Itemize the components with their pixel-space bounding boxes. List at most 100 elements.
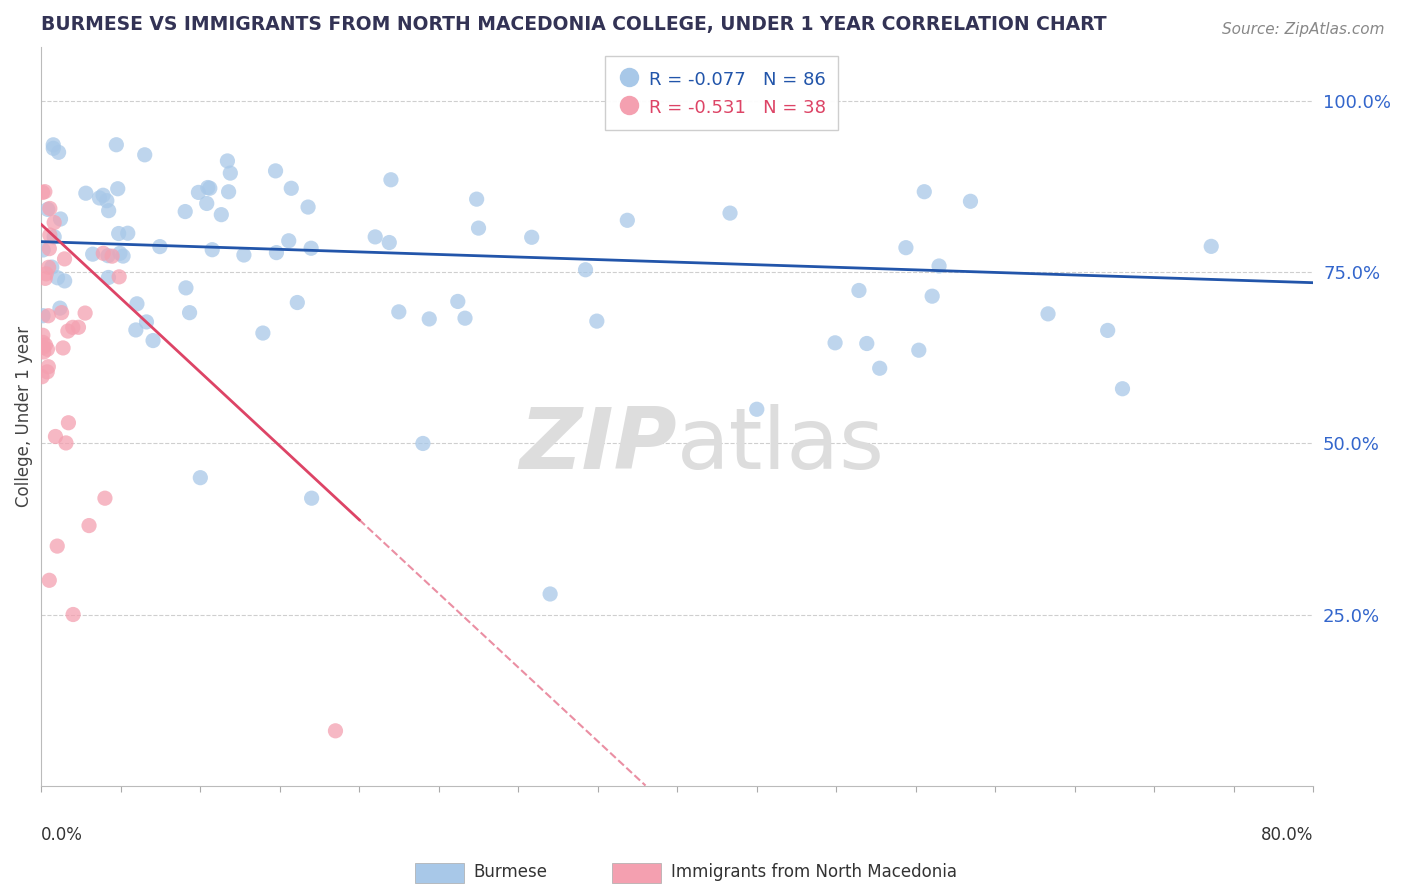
Point [412,436,434,450]
Point [46,539,69,553]
Point [232,248,254,262]
Point [454,311,477,326]
Point [299,241,322,255]
Point [38,260,60,275]
Point [37,359,59,374]
Point [34,185,56,199]
Point [97,203,120,218]
Point [538,587,561,601]
Point [38,227,60,242]
Point [418,312,440,326]
Point [52,341,75,355]
Text: 0.0%: 0.0% [41,826,83,844]
Point [285,295,308,310]
Point [107,227,129,241]
Point [108,269,131,284]
Point [125,323,148,337]
Point [31,369,53,384]
Point [75,306,97,320]
Point [467,221,489,235]
Point [187,186,209,200]
Point [959,194,981,209]
Point [1036,307,1059,321]
Legend: R = -0.077   N = 86, R = -0.531   N = 38: R = -0.077 N = 86, R = -0.531 N = 38 [606,55,838,130]
Point [252,326,274,340]
Point [67,320,90,334]
Point [42,141,65,155]
Point [197,180,219,194]
Point [447,294,470,309]
Point [58,416,80,430]
Point [53,274,76,288]
Text: Burmese: Burmese [474,863,548,881]
Point [91,246,114,260]
Point [44,215,66,229]
Point [195,196,218,211]
Point [325,723,347,738]
Point [297,200,319,214]
Point [32,309,55,323]
Point [55,436,77,450]
Point [364,230,387,244]
Point [51,305,73,319]
Point [62,320,84,334]
Point [77,518,100,533]
Point [465,192,488,206]
Point [1199,239,1222,253]
Point [218,185,240,199]
Point [585,314,607,328]
Point [301,491,323,506]
Point [41,260,63,274]
Point [46,270,69,285]
Point [198,181,221,195]
Point [49,212,72,227]
Point [35,267,58,281]
Point [280,181,302,195]
Point [105,137,128,152]
Point [75,186,97,201]
Point [42,137,65,152]
Point [48,145,70,160]
Point [266,245,288,260]
Point [380,173,402,187]
Point [32,243,55,257]
Point [37,309,59,323]
Point [108,246,131,260]
Point [388,305,411,319]
Point [921,289,943,303]
Point [32,345,55,359]
Point [53,252,76,266]
Point [94,491,117,506]
Point [134,148,156,162]
Point [894,241,917,255]
Text: atlas: atlas [678,404,886,487]
Point [38,574,60,588]
Point [97,270,120,285]
Point [149,239,172,253]
Point [616,213,638,227]
Point [34,338,56,352]
Point [848,284,870,298]
Point [217,153,239,168]
Point [31,186,53,200]
Point [37,365,59,379]
Point [824,335,846,350]
Point [277,234,299,248]
Point [37,343,59,357]
Point [378,235,401,250]
Point [107,182,129,196]
Point [91,188,114,202]
Point [38,242,60,256]
Point [188,471,211,485]
Point [34,271,56,285]
Point [32,340,55,354]
Point [96,194,118,208]
Point [1097,323,1119,337]
Point [112,249,135,263]
Point [1111,382,1133,396]
Point [49,301,72,315]
Point [219,166,242,180]
Point [32,335,55,350]
Point [855,336,877,351]
Point [97,249,120,263]
